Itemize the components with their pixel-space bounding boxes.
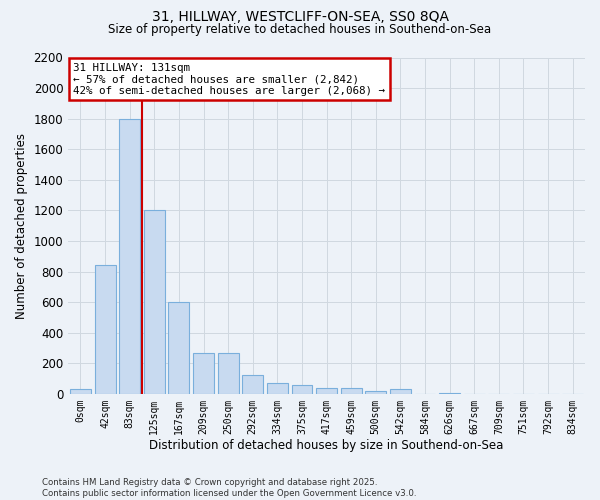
Bar (292, 386, 313, 394)
Bar (70, 389, 91, 394)
Text: 31 HILLWAY: 131sqm
← 57% of detached houses are smaller (2,842)
42% of semi-deta: 31 HILLWAY: 131sqm ← 57% of detached hou… (73, 62, 385, 96)
Bar (193, 352, 214, 394)
Bar (267, 383, 288, 394)
Bar (169, 302, 190, 394)
Bar (390, 389, 411, 394)
Bar (341, 388, 362, 394)
Bar (119, 118, 140, 394)
X-axis label: Distribution of detached houses by size in Southend-on-Sea: Distribution of detached houses by size … (149, 440, 504, 452)
Bar (316, 388, 337, 394)
Text: 31, HILLWAY, WESTCLIFF-ON-SEA, SS0 8QA: 31, HILLWAY, WESTCLIFF-ON-SEA, SS0 8QA (151, 10, 449, 24)
Bar (144, 210, 165, 394)
Bar (218, 352, 239, 394)
Bar (439, 393, 460, 394)
Bar (242, 376, 263, 394)
Text: Contains HM Land Registry data © Crown copyright and database right 2025.
Contai: Contains HM Land Registry data © Crown c… (42, 478, 416, 498)
Bar (95, 266, 116, 394)
Y-axis label: Number of detached properties: Number of detached properties (15, 132, 28, 318)
Bar (365, 391, 386, 394)
Text: Size of property relative to detached houses in Southend-on-Sea: Size of property relative to detached ho… (109, 22, 491, 36)
